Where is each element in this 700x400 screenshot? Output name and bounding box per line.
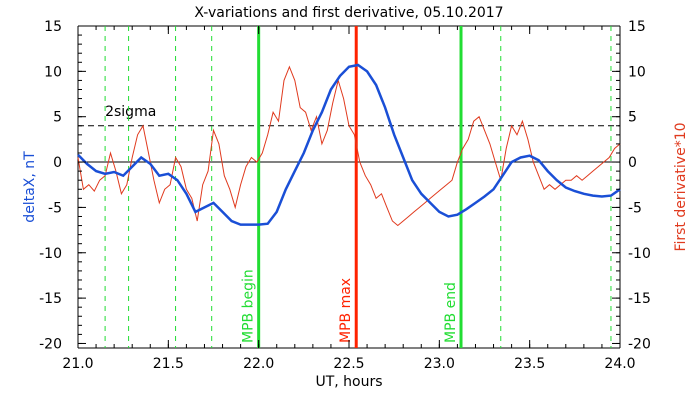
axis-ticks <box>77 25 621 348</box>
mpb-begin-label: MPB begin <box>241 269 257 343</box>
y-right-tick-label: 15 <box>628 19 646 35</box>
y-right-tick-label: -15 <box>628 291 651 307</box>
y-right-tick-label: 0 <box>628 155 637 171</box>
series-deltax-line <box>77 63 621 226</box>
series-derivative-line <box>77 65 621 227</box>
y-axis-right-label: First derivative*10 <box>673 122 689 251</box>
y-left-tick-label: 15 <box>44 19 62 35</box>
x-tick-label: 21.5 <box>153 356 184 372</box>
mpb-end-label: MPB end <box>443 282 459 343</box>
y-left-tick-label: -15 <box>39 291 62 307</box>
y-left-tick-label: -20 <box>39 336 62 352</box>
y-left-tick-label: -10 <box>39 246 62 262</box>
chart-title: X-variations and first derivative, 05.10… <box>194 5 503 21</box>
y-axis-left-label: deltaX, nT <box>22 151 38 223</box>
x-tick-label: 22.5 <box>333 356 364 372</box>
x-tick-label: 23.0 <box>424 356 455 372</box>
two-sigma-label: 2sigma <box>105 104 156 120</box>
mpb-markers: MPB begin MPB max MPB end <box>241 26 463 348</box>
x-tick-label: 21.0 <box>62 356 93 372</box>
y-left-tick-label: 10 <box>44 64 62 80</box>
y-left-tick-label: -5 <box>48 200 62 216</box>
x-tick-label: 22.0 <box>243 356 274 372</box>
y-right-tick-labels: 15 10 5 0 -5 -10 -15 -20 <box>628 19 651 352</box>
x-axis-label: UT, hours <box>315 374 382 390</box>
x-tick-labels: 21.0 21.5 22.0 22.5 23.0 23.5 24.0 <box>62 356 635 372</box>
y-left-tick-label: 5 <box>53 110 62 126</box>
y-right-tick-label: 10 <box>628 64 646 80</box>
y-right-tick-label: -10 <box>628 246 651 262</box>
y-right-tick-label: -20 <box>628 336 651 352</box>
y-left-tick-label: 0 <box>53 155 62 171</box>
y-left-tick-labels: 15 10 5 0 -5 -10 -15 -20 <box>39 19 62 352</box>
mpb-max-label: MPB max <box>338 278 354 343</box>
x-tick-label: 24.0 <box>604 356 635 372</box>
y-right-tick-label: -5 <box>628 200 642 216</box>
y-right-tick-label: 5 <box>628 110 637 126</box>
dashed-green-lines <box>104 26 612 348</box>
x-tick-label: 23.5 <box>514 356 545 372</box>
